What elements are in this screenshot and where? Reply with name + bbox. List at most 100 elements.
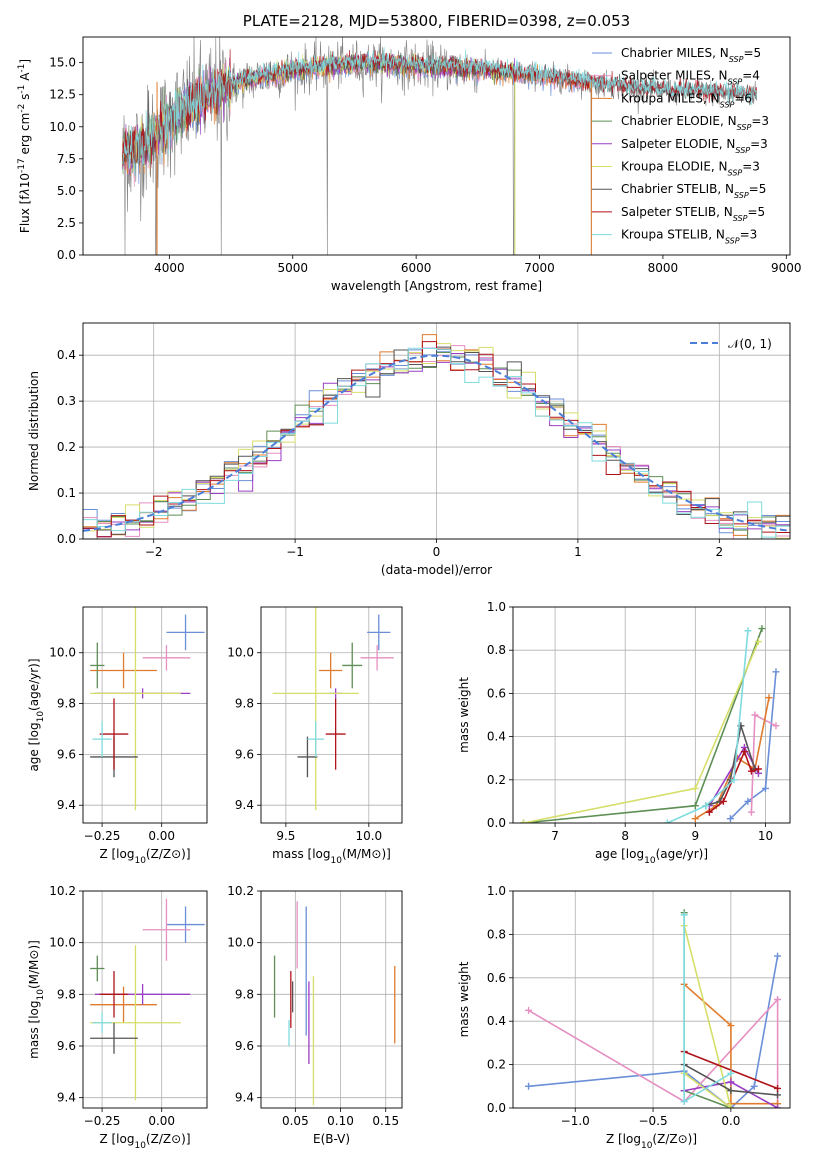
spectrum-legend-label-sub: SSP [728, 77, 743, 86]
weight_vs_age-series-chabrier-miles-marker [761, 784, 769, 792]
age_vs_Z-xlabel-part: Z [log [99, 847, 134, 861]
residuals-hist-kroupa-stelib [83, 347, 790, 539]
weight_vs_Z-series-salpeter-miles-marker [774, 996, 782, 1003]
weight_vs_age-ylabel: mass weight [457, 677, 471, 753]
age_vs_mass-xtick-label: 10.0 [355, 829, 382, 843]
spectrum-frame [82, 36, 791, 256]
age_vs_Z-ylabel-part: age [log [27, 722, 41, 771]
residuals-ytick-label: 0.1 [57, 486, 76, 500]
residuals-ytick-label: 0.2 [57, 440, 76, 454]
age_vs_Z-panel: −0.25 0.009.49.69.810.0Z [log10(Z/Z⊙)]age… [27, 606, 208, 866]
weight_vs_age-frame [512, 606, 791, 824]
weight_vs_Z-xtick-label: 0.0 [721, 1114, 740, 1128]
weight_vs_age-xtick-label: 8 [621, 829, 629, 843]
weight_vs_age-series-salpeter-stelib-marker [754, 765, 762, 773]
spectrum-legend-label-tail: =3 [750, 137, 768, 151]
spectrum-ytick-label: 2.5 [57, 216, 76, 230]
residuals-ylabel: Normed distribution [27, 371, 41, 491]
residuals-frame [82, 322, 791, 540]
spectrum-legend-label-tail: =3 [742, 160, 760, 174]
mass_vs_EBV-ytick-label: 10.0 [227, 936, 254, 950]
spectrum-legend-label-tail: =6 [734, 91, 752, 105]
spectrum-legend-label-main: Salpeter MILES, N [621, 69, 728, 83]
weight_vs_age-ytick-label: 1.0 [487, 600, 506, 614]
spectrum-legend-label-main: Kroupa ELODIE, N [621, 160, 728, 174]
spectrum-ytick-label: 7.5 [57, 152, 76, 166]
age_vs_mass-xlabel-part: ⊙ [371, 847, 381, 861]
spectrum-ylabel-part: -1 [17, 64, 27, 73]
spectrum-legend-label-sub: SSP [729, 55, 744, 64]
weight_vs_Z-ytick-label: 0.0 [487, 1101, 506, 1115]
weight_vs_age-series-salpeter-miles-marker [772, 722, 780, 730]
weight_vs_Z-frame [512, 890, 791, 1109]
mass_vs_Z-ylabel-part: 10 [36, 989, 46, 1001]
spectrum-legend-label: Salpeter ELODIE, NSSP=3 [621, 137, 768, 155]
residuals-xtick-label: −1 [286, 545, 304, 559]
weight_vs_age-series-kroupa-stelib-marker [730, 776, 738, 784]
mass_vs_Z-xlabel-part: Z [log [99, 1132, 134, 1146]
age_vs_Z-ylabel-part: 10 [36, 711, 46, 723]
spectrum-ytick-label: 15.0 [49, 56, 76, 70]
age_vs_mass-xlabel-part: mass [log [272, 847, 330, 861]
weight_vs_Z-panel: −1.0 −0.5 0.0 0.0 0.2 0.4 0.6 0.8 1.0 Z [log10(Z/… [457, 884, 791, 1151]
residuals-xlabel-part: (data-model)/error [381, 563, 492, 577]
mass_vs_Z-ylabel: mass [log10(M/M⊙)] [27, 940, 46, 1059]
weight_vs_age-xlabel-part: age [log [595, 847, 644, 861]
spectrum-xlabel-part: wavelength [Angstrom, rest frame] [331, 279, 542, 293]
weight_vs_Z-series-chabrier-miles-marker [525, 1082, 533, 1090]
weight_vs_age-series-salpeter-miles-marker [747, 808, 755, 816]
weight_vs_Z-xlabel: Z [log10(Z/Z⊙)] [606, 1132, 697, 1151]
weight_vs_age-xlabel-part: (age/yr)] [656, 847, 708, 861]
age_vs_Z-ylabel: age [log10(age/yr)] [27, 658, 46, 771]
weight_vs_age-series-salpeter-miles-line [750, 713, 777, 813]
age_vs_mass-xlabel-part: )] [381, 847, 390, 861]
weight_vs_age-series-salpeter-stelib-marker [740, 748, 748, 756]
weight_vs_age-series-salpeter-stelib-marker [719, 797, 727, 805]
spectrum-ylabel-part: 10 [18, 173, 32, 188]
weight_vs_Z-plot-area [525, 909, 782, 1108]
weight_vs_Z-xlabel-part: ⊙ [678, 1132, 688, 1146]
spectrum-xtick-label: 7000 [524, 261, 555, 275]
weight_vs_age-ytick-label: 0.8 [487, 643, 506, 657]
weight_vs_age-series-chabrier-miles-line [729, 671, 777, 820]
weight_vs_Z-ylabel-part: mass weight [457, 961, 471, 1037]
weight_vs_age-xlabel-part: 10 [644, 856, 656, 866]
age_vs_mass-xlabel: mass [log10(M/M⊙)] [272, 847, 391, 866]
spectrum-ylabel-part: Flux [f [18, 195, 32, 233]
age_vs_Z-xtick-label: −0.25 [84, 829, 121, 843]
spectrum-ytick-label: 5.0 [57, 184, 76, 198]
spectrum-xtick-label: 5000 [277, 261, 308, 275]
weight_vs_age-ytick-label: 0.4 [487, 730, 506, 744]
weight_vs_age-series-chabrier-stelib-line [705, 722, 756, 807]
age_vs_Z-xtick-label: 0.00 [148, 829, 175, 843]
spectrum-ylabel-part: -17 [17, 158, 27, 173]
weight_vs_Z-ylabel: mass weight [457, 961, 471, 1037]
spectrum-legend-label-sub: SSP [735, 145, 750, 154]
figure-title: PLATE=2128, MJD=53800, FIBERID=0398, z=0… [242, 12, 631, 30]
age_vs_mass-frame [260, 606, 403, 824]
mass_vs_Z-xtick-label: −0.25 [84, 1114, 121, 1128]
mass_vs_EBV-xtick-label: 0.05 [282, 1114, 309, 1128]
weight_vs_age-series-chabrier-miles-marker [744, 797, 752, 805]
weight_vs_Z-series-chabrier-miles-marker [774, 952, 782, 960]
weight_vs_Z-series-kroupa-stelib-line [683, 914, 732, 1103]
mass_vs_EBV-xtick-label: 0.10 [327, 1114, 354, 1128]
spectrum-xtick-label: 8000 [648, 261, 679, 275]
mass_vs_Z-ytick-label: 10.2 [49, 884, 76, 898]
weight_vs_Z-series-kroupa-elodie-marker [727, 1104, 735, 1108]
spectrum-legend-label-main: Kroupa STELIB, N [621, 228, 725, 242]
spectrum-legend-label-sub: SSP [725, 236, 740, 245]
residuals-xtick-label: 1 [574, 545, 582, 559]
age_vs_mass-plot-area [272, 607, 394, 811]
weight_vs_Z-series-kroupa-miles-line [683, 983, 778, 1105]
spectrum-legend-label-main: Chabrier STELIB, N [621, 182, 734, 196]
weight_vs_age-ytick-label: 0.2 [487, 773, 506, 787]
weight_vs_Z-ytick-label: 0.4 [487, 1014, 506, 1028]
weight_vs_Z-series-kroupa-stelib-marker [680, 911, 688, 919]
mass_vs_Z-ylabel-part: )] [27, 940, 41, 949]
weight_vs_Z-xlabel-part: (Z/Z [652, 1132, 677, 1146]
spectrum-panel: 4000 5000 6000 7000 8000 9000 0.0 2.5 5.0 7.5 10.0… [17, 36, 802, 293]
mass_vs_EBV-xlabel: E(B-V) [313, 1132, 350, 1146]
mass_vs_EBV-plot-area [273, 901, 396, 1106]
